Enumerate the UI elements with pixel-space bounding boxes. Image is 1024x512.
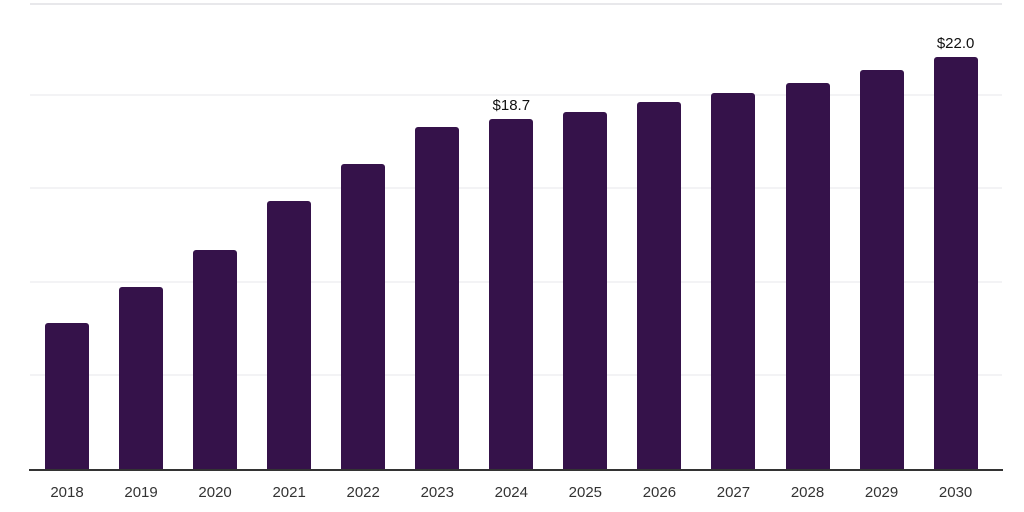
x-tick-label: 2023	[420, 484, 454, 501]
x-tick-label: 2024	[494, 484, 528, 501]
bar-value-label: $22.0	[936, 35, 975, 53]
plot-top-border	[30, 3, 1002, 5]
bar	[267, 201, 312, 469]
x-tick-label: 2019	[124, 484, 158, 501]
x-tick-label: 2020	[198, 484, 232, 501]
x-tick-label: 2030	[938, 484, 973, 501]
x-tick-label: 2028	[790, 484, 825, 501]
x-tick-label: 2021	[272, 484, 306, 501]
x-axis-labels: 2018 2019 2020 2021 2022 2023 2024 2025 2026 2027…	[30, 484, 1002, 504]
bar	[785, 83, 830, 469]
bar-value-label: $18.7	[492, 97, 531, 115]
bar	[711, 92, 756, 469]
x-tick-label: 2018	[50, 484, 84, 501]
bar	[341, 163, 386, 469]
gridline	[30, 93, 1002, 96]
bar	[563, 111, 608, 469]
x-tick-label: 2025	[568, 484, 603, 501]
x-tick-label: 2026	[642, 484, 677, 501]
bar	[45, 323, 89, 469]
bar	[859, 70, 904, 469]
x-tick-label: 2029	[864, 484, 899, 501]
bar	[415, 126, 460, 469]
x-tick-label: 2022	[346, 484, 380, 501]
bar	[193, 250, 238, 469]
x-tick-label: 2027	[716, 484, 751, 501]
x-axis-line	[29, 469, 1003, 471]
plot-area: $18.7 $22.0	[30, 3, 1002, 469]
bar	[933, 57, 978, 469]
bar	[637, 102, 682, 469]
bar	[489, 119, 534, 469]
bar	[119, 287, 164, 469]
